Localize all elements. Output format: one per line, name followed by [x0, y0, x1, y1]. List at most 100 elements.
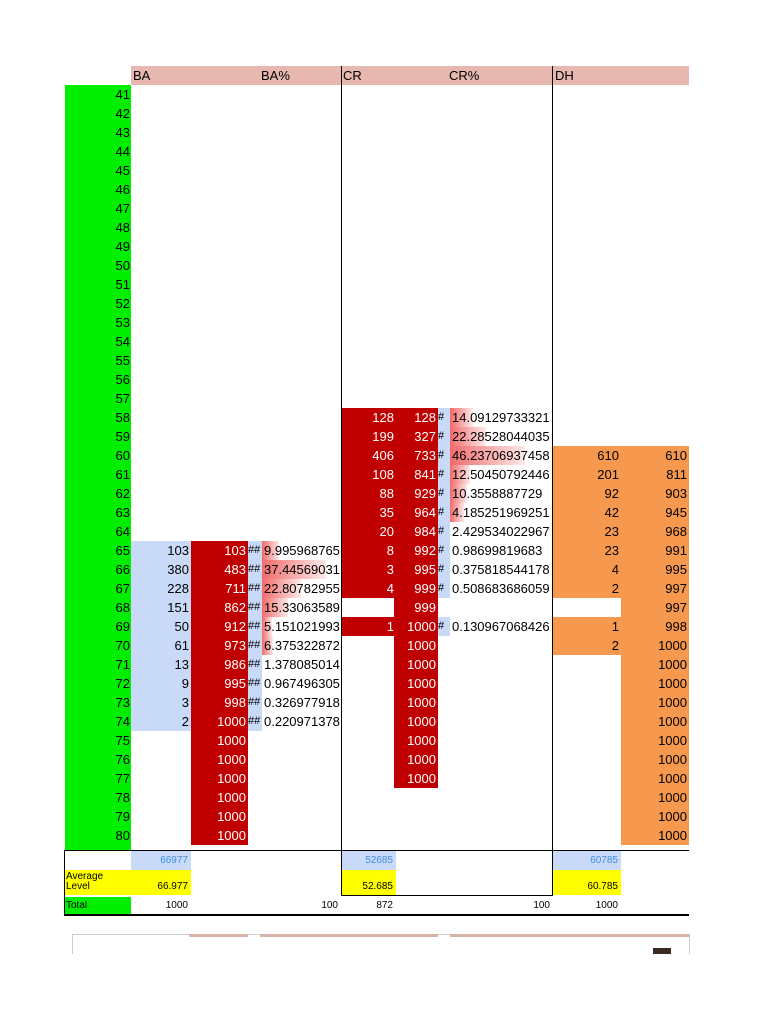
ba-cumulative-cell: 1000 [191, 826, 248, 845]
header-dh: DH [553, 66, 689, 85]
level-cell: 46 [65, 180, 131, 199]
ba-count-cell: 228 [131, 579, 191, 598]
level-cell: 68 [65, 598, 131, 617]
ba-hash-cell: ## [248, 598, 262, 617]
ba-percent-cell: 22.80782955 [262, 579, 340, 598]
ba-cumulative-cell: 998 [191, 693, 248, 712]
level-cell: 60 [65, 446, 131, 465]
dh-count-cell: 2 [553, 636, 621, 655]
ba-hash-cell: ## [248, 636, 262, 655]
total-label-cell: Total [65, 897, 131, 914]
level-cell: 66 [65, 560, 131, 579]
summary-mid-border [341, 895, 553, 896]
ba-count-cell: 61 [131, 636, 191, 655]
ba-percent-cell: 15.33063589 [262, 598, 340, 617]
summary-bottom-border [64, 914, 689, 916]
ba-cumulative-cell: 1000 [191, 750, 248, 769]
level-cell: 47 [65, 199, 131, 218]
cr-cumulative-cell: 1000 [394, 674, 438, 693]
cr-hash-cell: # [438, 484, 450, 503]
level-cell: 58 [65, 408, 131, 427]
ba-cumulative-cell: 995 [191, 674, 248, 693]
cr-hash-cell: # [438, 522, 450, 541]
ba-percent-cell: 37.44569031 [262, 560, 340, 579]
ba-count-cell: 3 [131, 693, 191, 712]
cr-cumulative-cell: 1000 [394, 750, 438, 769]
ba-cumulative-cell: 1000 [191, 769, 248, 788]
cr-cumulative-cell: 1000 [394, 655, 438, 674]
cr-count-cell: 8 [342, 541, 396, 560]
cr-count-cell: 406 [342, 446, 396, 465]
cr-average: 52.685 [342, 870, 396, 895]
ba-hash-cell: ## [248, 674, 262, 693]
dh-count-cell: 201 [553, 465, 621, 484]
dh-cumulative-cell: 997 [621, 579, 689, 598]
level-cell: 52 [65, 294, 131, 313]
average-level-label: Average Level [65, 870, 131, 895]
header-ba: BA BA% [131, 66, 341, 85]
dh-cumulative-cell: 1000 [621, 674, 689, 693]
cr-cumulative-cell: 128 [394, 408, 438, 427]
dh-cumulative-cell: 997 [621, 598, 689, 617]
cr-count-cell: 1 [342, 617, 396, 636]
bottom-chart-bar [189, 934, 248, 937]
cr-cumulative-cell: 1000 [394, 693, 438, 712]
cr-hash-cell: # [438, 465, 450, 484]
cr-count-cell: 4 [342, 579, 396, 598]
dh-cumulative-cell: 1000 [621, 826, 689, 845]
ba-percent-cell: 5.151021993 [262, 617, 340, 636]
level-cell: 57 [65, 389, 131, 408]
ba-percent-cell: 0.326977918 [264, 695, 340, 710]
ba-cumulative-cell: 711 [191, 579, 248, 598]
dh-count-cell: 610 [553, 446, 621, 465]
cr-percent-cell: 2.429534022967 [452, 524, 550, 539]
cr-cumulative-cell: 1000 [394, 617, 438, 636]
cr-sum: 52685 [342, 851, 396, 870]
dh-count-cell: 23 [553, 541, 621, 560]
cr-hash-cell: # [438, 446, 450, 465]
level-cell: 54 [65, 332, 131, 351]
dh-cumulative-cell: 903 [621, 484, 689, 503]
cr-cumulative-cell: 929 [394, 484, 438, 503]
cr-cumulative-cell: 964 [394, 503, 438, 522]
level-cell: 67 [65, 579, 131, 598]
dh-cumulative-cell: 1000 [621, 807, 689, 826]
level-cell: 65 [65, 541, 131, 560]
cr-hash-cell: # [438, 617, 450, 636]
level-cell: 64 [65, 522, 131, 541]
dh-cumulative-cell: 1000 [621, 788, 689, 807]
cr-count-cell: 3 [342, 560, 396, 579]
dh-count-cell: 42 [553, 503, 621, 522]
cr-count-cell: 199 [342, 427, 396, 446]
cr-percent-cell: 0.508683686059 [452, 581, 550, 596]
dh-cumulative-cell: 998 [621, 617, 689, 636]
ba-percent-cell: 9.995968765 [262, 541, 340, 560]
dh-cumulative-cell: 968 [621, 522, 689, 541]
cr-hash-cell: # [438, 541, 450, 560]
bottom-chart-frame [72, 934, 690, 954]
ba-hash-cell: ## [248, 712, 262, 731]
level-cell: 51 [65, 275, 131, 294]
ba-hash-cell: ## [248, 560, 262, 579]
level-cell: 44 [65, 142, 131, 161]
cr-cumulative-cell: 992 [394, 541, 438, 560]
cr-percent-cell: 0.375818544178 [452, 562, 550, 577]
level-cell: 56 [65, 370, 131, 389]
ba-total: 1000 [165, 900, 188, 911]
level-cell: 80 [65, 826, 131, 845]
cr-count-cell: 88 [342, 484, 396, 503]
cr-percent-cell: 22.28528044035 [450, 427, 552, 446]
cr-cumulative-cell: 841 [394, 465, 438, 484]
dh-count-cell: 4 [553, 560, 621, 579]
cr-percent-cell: 14.09129733321 [450, 408, 552, 427]
level-cell: 70 [65, 636, 131, 655]
dh-cumulative-cell: 1000 [621, 712, 689, 731]
level-cell: 41 [65, 85, 131, 104]
level-cell: 73 [65, 693, 131, 712]
cr-hash-cell: # [438, 408, 450, 427]
cr-cumulative-cell: 733 [394, 446, 438, 465]
ba-cumulative-cell: 973 [191, 636, 248, 655]
total-label: Total [66, 900, 88, 911]
level-cell: 45 [65, 161, 131, 180]
dh-cumulative-cell: 991 [621, 541, 689, 560]
